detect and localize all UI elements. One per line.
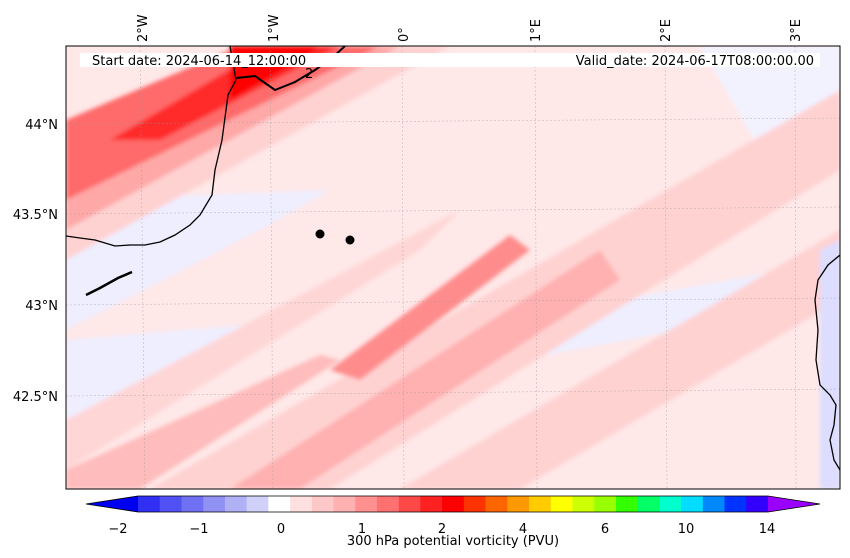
colorbar-title: 300 hPa potential vorticity (PVU) — [347, 534, 559, 549]
pv-band — [400, 230, 840, 489]
info-strip — [80, 53, 820, 67]
colorbar-segment — [181, 496, 204, 512]
colorbar-segment — [203, 496, 226, 512]
colorbar-segment — [594, 496, 617, 512]
colorbar-extend-max — [768, 496, 820, 512]
colorbar-segment — [311, 496, 335, 512]
colorbar-segment — [659, 496, 682, 512]
lat-tick-label: 43.5°N — [13, 208, 58, 223]
pv-band — [66, 210, 460, 470]
graticule — [66, 46, 840, 489]
colorbar-segment — [637, 496, 660, 512]
colorbar-segment — [333, 496, 356, 512]
station-marker — [315, 229, 325, 239]
colorbar-tick-label: −1 — [189, 522, 208, 537]
pv-band — [330, 235, 530, 380]
colorbar-extend-min — [86, 496, 138, 512]
lon-tick-label: 2°E — [659, 19, 674, 42]
lon-tick-labels: 2°W 1°W 0° 1°E 2°E 3°E — [136, 14, 804, 42]
map-frame — [65, 45, 841, 490]
colorbar-segment — [702, 496, 726, 512]
colorbar-tick-label: 6 — [601, 522, 609, 537]
lon-tick-label: 2°W — [136, 14, 151, 42]
lat-tick-labels: 44°N 43.5°N 43°N 42.5°N — [13, 118, 58, 405]
pv-band — [66, 355, 340, 489]
station-marker — [345, 235, 355, 245]
colorbar-segment — [485, 496, 508, 512]
lon-tick-label: 3°E — [789, 19, 804, 42]
contour-label: 2 — [305, 67, 313, 82]
lat-tick-label: 43°N — [25, 299, 58, 314]
pv-band — [230, 250, 620, 489]
colorbar-segment — [442, 496, 465, 512]
colorbar-segment — [355, 496, 378, 512]
colorbar-segment — [507, 496, 530, 512]
colorbar-segment — [615, 496, 639, 512]
colorbar-outline — [85, 495, 821, 513]
colorbar-segment — [550, 496, 573, 512]
colorbar-tick-label: 0 — [277, 522, 285, 537]
colorbar-segment — [224, 496, 248, 512]
pv-band — [150, 90, 840, 489]
colorbar-tick-label: 4 — [519, 522, 527, 537]
colorbar-tick-label: −2 — [108, 522, 127, 537]
pv-band — [66, 46, 400, 230]
valid-date-label: Valid_date: 2024-06-17T08:00:00.00 — [576, 54, 814, 69]
colorbar-segment — [138, 496, 161, 512]
lat-tick-label: 42.5°N — [13, 390, 58, 405]
colorbar-segment — [290, 496, 313, 512]
lat-tick-label: 44°N — [25, 118, 58, 133]
colorbar-segment — [376, 496, 400, 512]
colorbar-segment — [246, 496, 269, 512]
colorbar-segment — [746, 496, 769, 512]
pv-negative-patch — [820, 240, 840, 489]
colorbar-segment — [572, 496, 595, 512]
colorbar-tick-labels: −2 −1 0 1 2 4 6 10 14 — [108, 522, 775, 537]
coastline — [85, 270, 133, 297]
colorbar-tick-label: 14 — [759, 522, 776, 537]
colorbar-segment — [159, 496, 182, 512]
colorbar-segment — [724, 496, 747, 512]
start-date-label: Start date: 2024-06-14_12:00:00 — [92, 54, 306, 69]
lon-tick-label: 0° — [397, 27, 412, 42]
colorbar-segment — [420, 496, 443, 512]
colorbar — [85, 495, 821, 513]
coastline — [66, 46, 237, 247]
pv-negative-patch — [66, 190, 330, 330]
colorbar-segment — [268, 496, 291, 512]
colorbar-segment — [463, 496, 487, 512]
colorbar-tick-label: 10 — [678, 522, 695, 537]
lon-tick-label: 1°W — [267, 14, 282, 42]
coastline — [814, 254, 840, 471]
colorbar-segment — [398, 496, 421, 512]
colorbar-segment — [529, 496, 552, 512]
map-area: 2 — [66, 46, 840, 489]
colorbar-segment — [681, 496, 704, 512]
pv-band — [66, 46, 450, 260]
colorbar-tick-label: 1 — [358, 522, 366, 537]
pv-negative-patch — [66, 320, 300, 470]
lon-tick-label: 1°E — [529, 19, 544, 42]
colorbar-tick-label: 2 — [438, 522, 446, 537]
